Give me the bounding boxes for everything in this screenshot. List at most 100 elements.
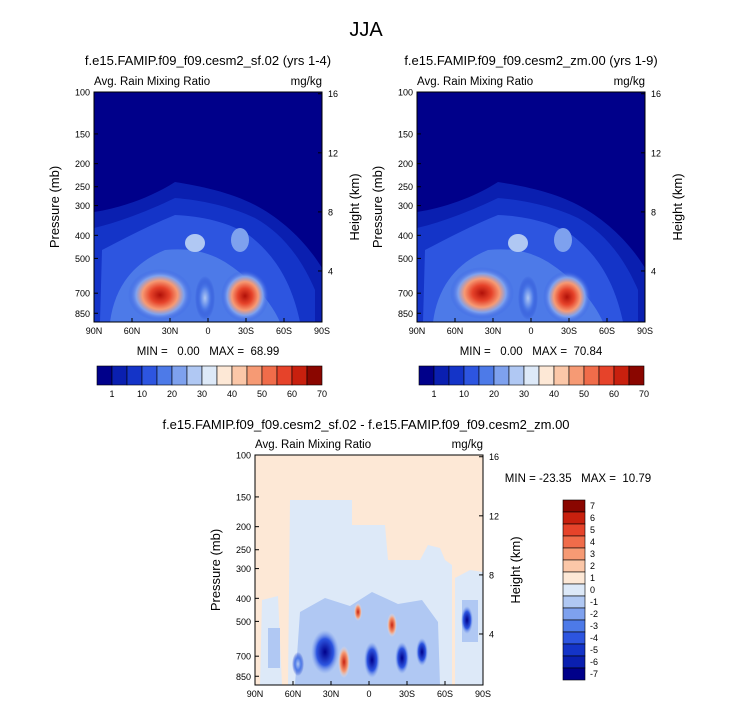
colorbar-swatch [562,559,586,573]
colorbar-label: 1 [590,573,595,583]
colorbar-swatch [562,607,586,621]
panel-2-title: f.e15.FAMIP.f09_f09.cesm2_zm.00 (yrs 1-9… [404,53,657,68]
pressure-tick-label: 100 [75,88,90,98]
colorbar-label: 40 [549,389,559,399]
colorbar-swatch [562,547,586,561]
latitude-tick-label: 30S [238,326,254,336]
colorbar-label: 10 [459,389,469,399]
colorbar-swatch [562,499,586,513]
colorbar-swatch [231,365,248,386]
pressure-tick-label: 200 [75,159,90,169]
pressure-tick-label: 300 [75,201,90,211]
panel-2-ylabel: Pressure (mb) [370,166,385,248]
colorbar-label: 1 [109,389,114,399]
panel-2-stats: MIN = 0.00 MAX = 70.84 [460,346,603,358]
colorbar-swatch [186,365,203,386]
colorbar-label: -4 [590,633,598,643]
panel-3-title: f.e15.FAMIP.f09_f09.cesm2_sf.02 - f.e15.… [162,417,569,432]
pressure-tick-label: 700 [236,652,251,662]
latitude-tick-label: 30S [561,326,577,336]
colorbar-swatch [418,365,435,386]
panel-3: f.e15.FAMIP.f09_f09.cesm2_sf.02 - f.e15.… [162,417,651,699]
latitude-tick-label: 30N [162,326,179,336]
height-tick-label: 4 [328,266,333,276]
latitude-tick-label: 0 [205,326,210,336]
colorbar-swatch [538,365,555,386]
colorbar-label: 2 [590,561,595,571]
height-tick-label: 8 [489,570,494,580]
panel-1-subtitle-left: Avg. Rain Mixing Ratio [94,76,210,88]
latitude-tick-label: 30N [323,689,340,699]
latitude-tick-label: 90N [86,326,103,336]
panel-2-y-axis: 100 150 200 250 300 400 500 700 850 [398,88,421,319]
panel-1-subtitle-right: mg/kg [291,76,322,88]
pressure-tick-label: 500 [398,254,413,264]
pressure-tick-label: 300 [398,201,413,211]
pressure-tick-label: 850 [75,309,90,319]
colorbar-top-right: 1 10 20 30 40 50 60 70 [418,365,649,399]
colorbar-label: -7 [590,669,598,679]
colorbar-swatch [598,365,615,386]
colorbar-swatch [246,365,263,386]
latitude-tick-label: 60N [285,689,302,699]
colorbar-swatch [562,535,586,549]
colorbar-swatch [156,365,173,386]
colorbar-swatch [201,365,218,386]
colorbar-swatch [276,365,293,386]
colorbar-label: 70 [317,389,327,399]
latitude-tick-label: 90N [409,326,426,336]
panel-2-ylabel-right: Height (km) [670,173,685,240]
colorbar-swatch [433,365,450,386]
panel-3-ylabel: Pressure (mb) [208,529,223,611]
colorbar-swatch [523,365,540,386]
latitude-tick-label: 60N [447,326,464,336]
colorbar-label: 10 [137,389,147,399]
colorbar-label: 50 [257,389,267,399]
colorbar-label: 60 [287,389,297,399]
latitude-tick-label: 30N [485,326,502,336]
colorbar-swatch [613,365,630,386]
latitude-tick-label: 60S [437,689,453,699]
colorbar-diff: 7 6 5 4 3 2 1 0 -1 -2 -3 -4 -5 -6 -7 [562,499,598,681]
pressure-tick-label: 200 [398,159,413,169]
colorbar-label: 0 [590,585,595,595]
colorbar-swatch [261,365,278,386]
latitude-tick-label: 90N [247,689,264,699]
colorbar-label: 7 [590,501,595,511]
colorbar-label: -5 [590,645,598,655]
colorbar-swatch [141,365,158,386]
panel-2-plot-area [416,91,646,323]
pressure-tick-label: 850 [236,672,251,682]
latitude-tick-label: 60S [276,326,292,336]
pressure-tick-label: 150 [75,129,90,139]
height-tick-label: 4 [489,629,494,639]
pressure-tick-label: 200 [236,522,251,532]
panel-2-subtitle-right: mg/kg [614,76,645,88]
latitude-tick-label: 0 [528,326,533,336]
colorbar-top-left: 1 10 20 30 40 50 60 70 [96,365,327,399]
colorbar-label: 5 [590,525,595,535]
panel-1-y-axis: 100 150 200 250 300 400 500 700 850 [75,88,98,319]
pressure-tick-label: 500 [75,254,90,264]
pressure-tick-label: 400 [236,594,251,604]
colorbar-swatch [562,631,586,645]
colorbar-label: 1 [431,389,436,399]
latitude-tick-label: 60S [599,326,615,336]
height-tick-label: 16 [651,89,661,99]
colorbar-swatch [463,365,480,386]
latitude-tick-label: 60N [124,326,141,336]
panel-3-subtitle-right: mg/kg [452,439,483,451]
colorbar-swatch [562,655,586,669]
colorbar-label: 20 [167,389,177,399]
height-tick-label: 8 [328,207,333,217]
pressure-tick-label: 700 [75,289,90,299]
colorbar-swatch [306,365,323,386]
colorbar-swatch [562,619,586,633]
colorbar-swatch [628,365,645,386]
colorbar-swatch [562,595,586,609]
colorbar-swatch [568,365,585,386]
pressure-tick-label: 250 [75,182,90,192]
colorbar-swatch [562,667,586,681]
panel-1-title: f.e15.FAMIP.f09_f09.cesm2_sf.02 (yrs 1-4… [85,53,331,68]
